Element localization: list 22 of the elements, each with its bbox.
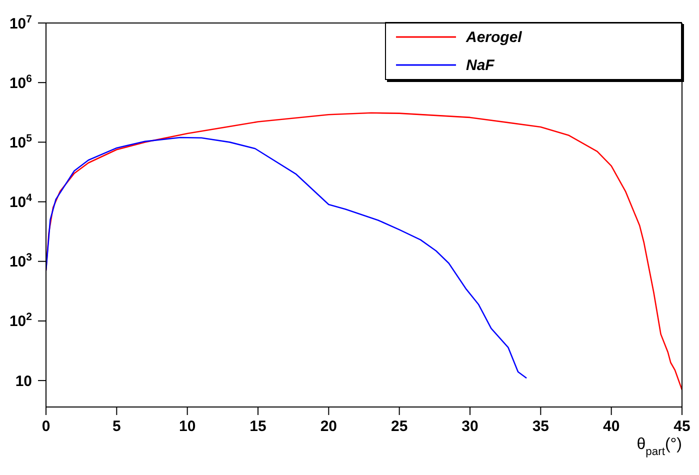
x-tick-label: 35 — [532, 418, 550, 435]
y-tick-label: 10$^{7}$ — [9, 13, 32, 32]
y-tick-label: 10$^{3}$ — [9, 252, 32, 271]
y-tick-label: 10 — [15, 372, 32, 390]
x-tick-label: 5 — [112, 418, 121, 435]
x-axis-title: θ$_{part}$(°) — [636, 436, 682, 458]
x-tick-label: 45 — [674, 418, 690, 435]
legend-label: NaF — [466, 56, 494, 74]
y-tick-label: 10$^{5}$ — [9, 132, 32, 152]
y-tick-label: 10$^{6}$ — [9, 72, 32, 92]
x-tick-label: 15 — [250, 418, 266, 435]
x-tick-label: 10 — [178, 418, 196, 435]
x-tick-label: 25 — [390, 418, 408, 435]
line-series — [46, 136, 528, 379]
x-tick-label: 20 — [320, 418, 338, 435]
y-tick-label: 10$^{2}$ — [9, 311, 32, 330]
legend-label: Aerogel — [466, 28, 522, 46]
line-series — [46, 112, 682, 390]
x-tick-label: 30 — [462, 418, 478, 435]
x-tick-label: 0 — [42, 418, 50, 435]
x-tick-label: 40 — [602, 418, 620, 435]
y-tick-label: 10$^{4}$ — [9, 192, 32, 212]
